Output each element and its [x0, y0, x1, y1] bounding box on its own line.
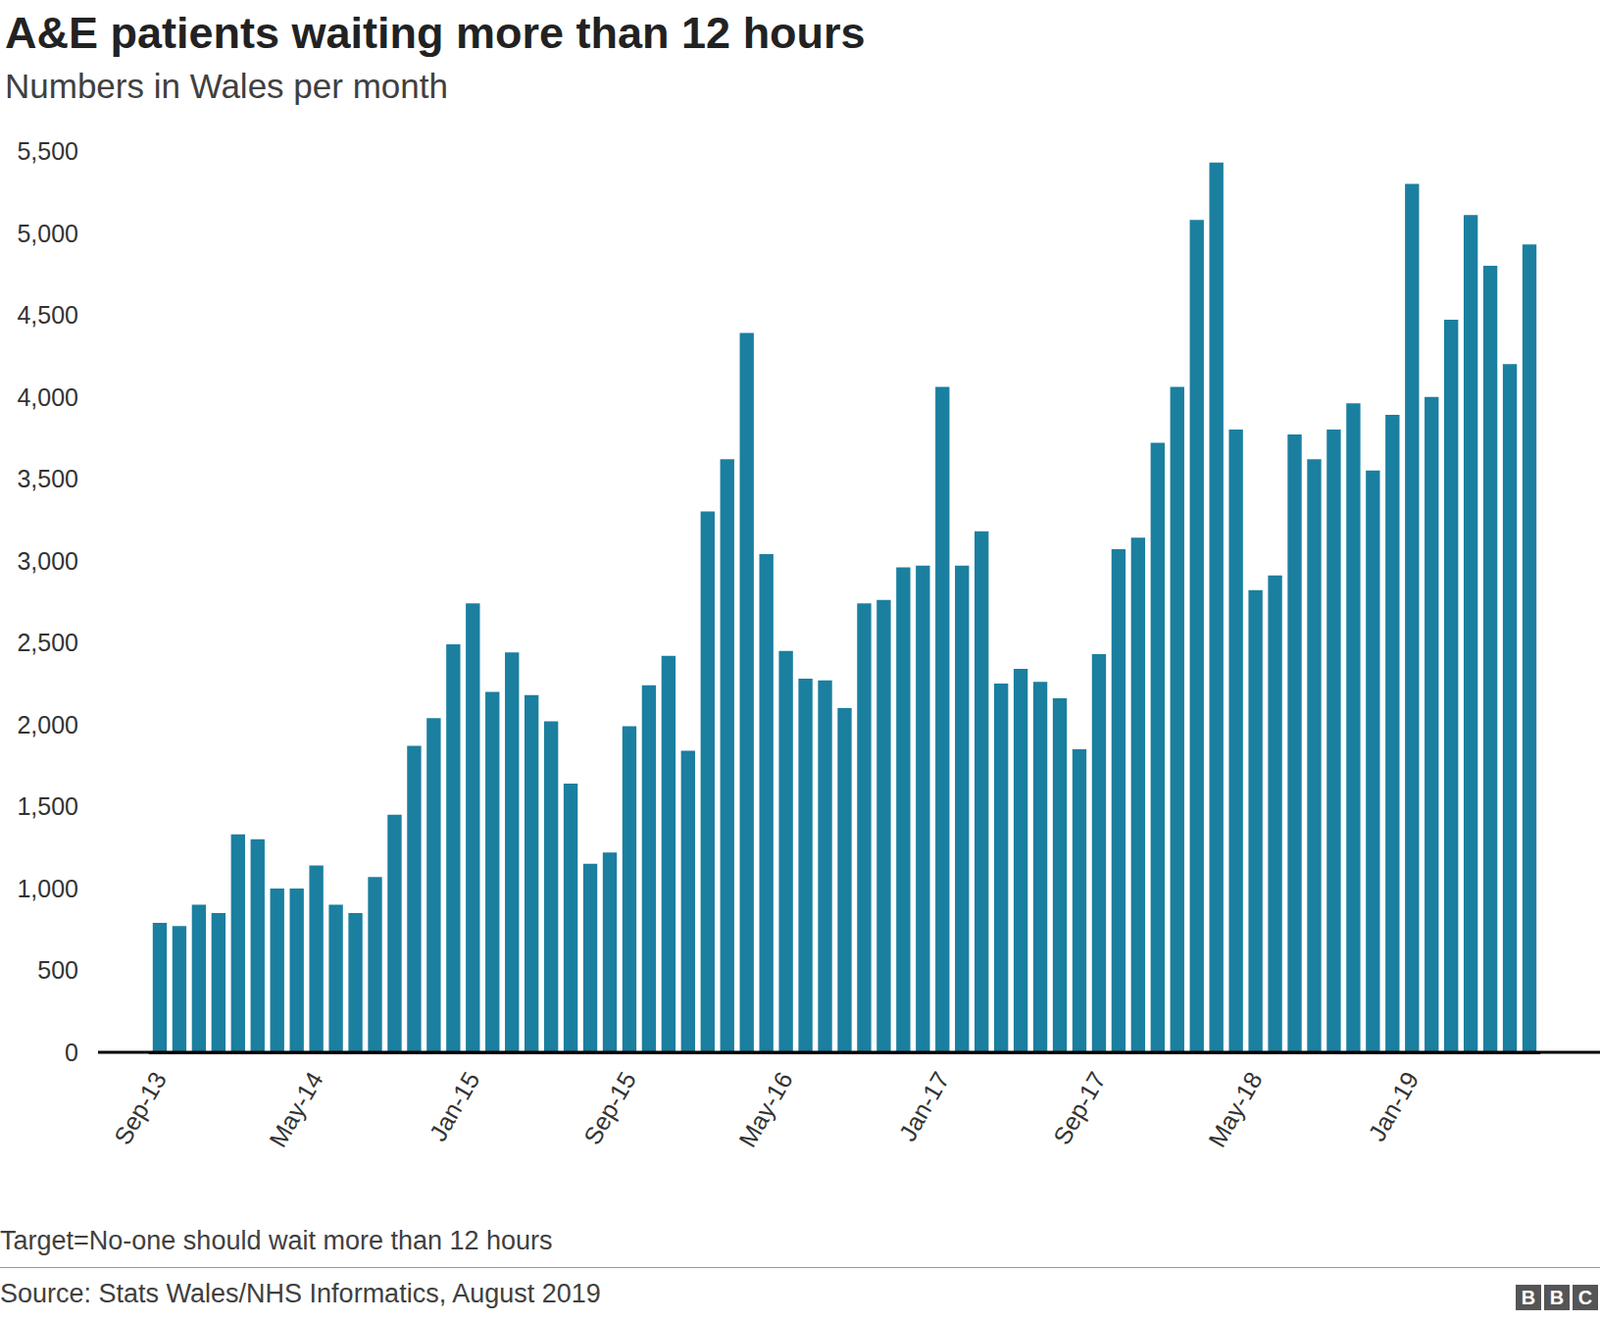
- svg-text:Sep-15: Sep-15: [578, 1066, 643, 1150]
- svg-text:A&E patients waiting more than: A&E patients waiting more than 12 hours: [4, 7, 866, 58]
- svg-text:1,500: 1,500: [16, 792, 79, 820]
- svg-text:2,500: 2,500: [16, 628, 79, 656]
- html-text:Target=No-one should wait more: Target=No-one should wait more than 12 h…: [0, 1225, 553, 1255]
- svg-text:May-14: May-14: [263, 1066, 329, 1151]
- svg-text:Jan-17: Jan-17: [893, 1066, 954, 1146]
- html-text:C: C: [1578, 1286, 1593, 1308]
- svg-text:3,500: 3,500: [16, 464, 79, 493]
- svg-text:Sep-13: Sep-13: [108, 1066, 173, 1150]
- svg-text:3,000: 3,000: [16, 547, 79, 575]
- svg-text:Sep-17: Sep-17: [1048, 1066, 1112, 1150]
- svg-text:Numbers in Wales per month: Numbers in Wales per month: [4, 66, 449, 105]
- html-text:B: B: [1521, 1286, 1536, 1308]
- svg-text:4,500: 4,500: [16, 300, 79, 329]
- svg-text:Jan-15: Jan-15: [423, 1066, 485, 1146]
- svg-text:May-16: May-16: [733, 1066, 799, 1151]
- svg-text:500: 500: [37, 955, 79, 984]
- svg-text:4,000: 4,000: [16, 383, 79, 411]
- svg-text:Jan-19: Jan-19: [1362, 1066, 1424, 1146]
- svg-text:0: 0: [64, 1038, 79, 1066]
- svg-text:5,000: 5,000: [16, 219, 79, 248]
- html-text:Source: Stats Wales/NHS Inform: Source: Stats Wales/NHS Informatics, Aug…: [0, 1278, 601, 1308]
- svg-text:5,500: 5,500: [16, 137, 79, 165]
- svg-text:2,000: 2,000: [16, 710, 79, 739]
- html-text:B: B: [1549, 1286, 1564, 1308]
- svg-text:May-18: May-18: [1202, 1066, 1268, 1151]
- svg-text:1,000: 1,000: [16, 874, 79, 902]
